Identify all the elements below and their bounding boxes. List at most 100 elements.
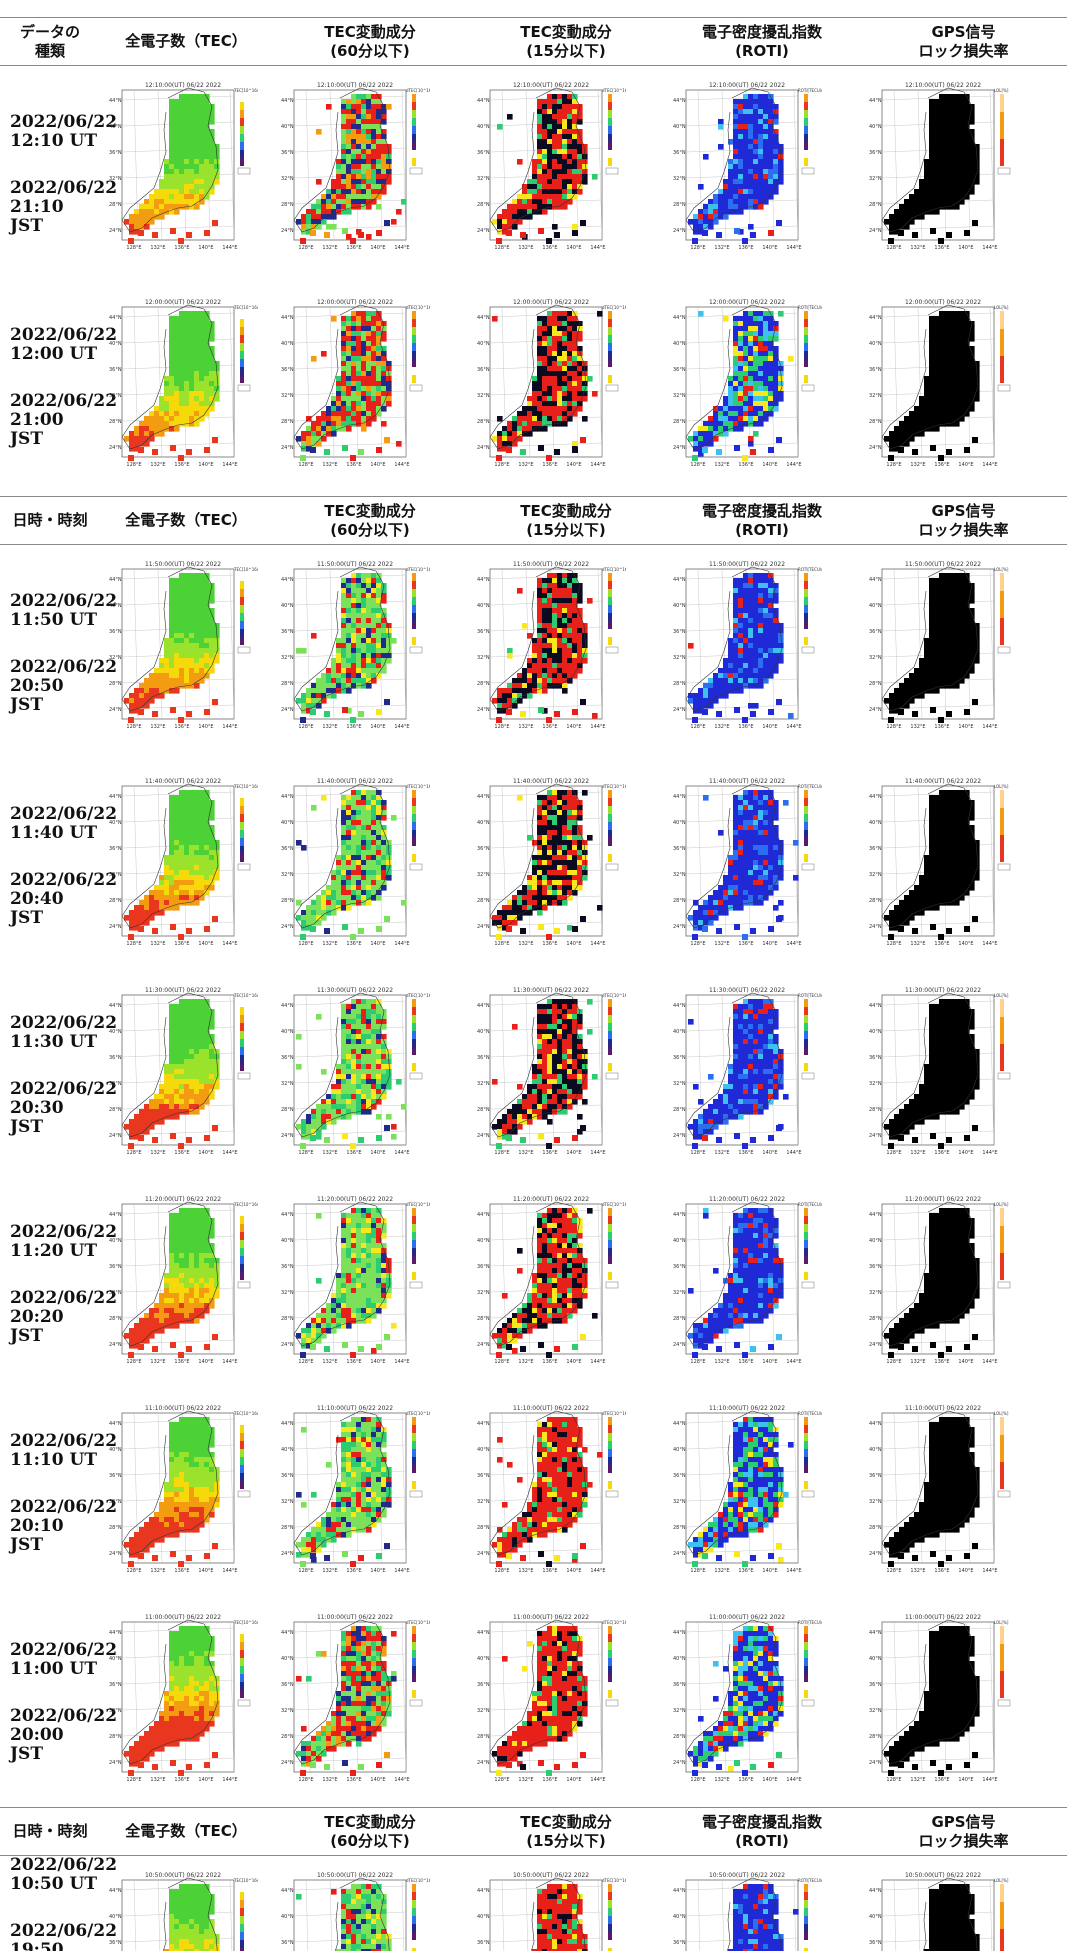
ut-date: 2022/06/22 — [10, 1856, 100, 1875]
lon-tick: 128°E — [690, 1568, 705, 1574]
map-timestamp: 11:10:00(UT) 06/22 2022 — [905, 1405, 981, 1412]
lat-tick: 24°N — [869, 1760, 882, 1766]
ut-date: 2022/06/22 — [10, 113, 100, 132]
lat-tick: 28°N — [281, 1316, 294, 1322]
header-type: 日時・時刻 — [0, 511, 100, 530]
lon-tick: 136°E — [346, 462, 361, 468]
lon-tick: 136°E — [934, 941, 949, 947]
lon-tick: 128°E — [690, 941, 705, 947]
lat-tick: 36°N — [869, 1682, 882, 1688]
lat-tick: 28°N — [477, 419, 490, 425]
lon-tick: 136°E — [542, 462, 557, 468]
lat-tick: 36°N — [673, 150, 686, 156]
lol-map: 10:50:00(UT) 06/22 202244°N40°N36°N32°N2… — [868, 1870, 1018, 1951]
lat-tick: 40°N — [477, 1447, 490, 1453]
lol-map: 11:00:00(UT) 06/22 202244°N40°N36°N32°N2… — [868, 1612, 1018, 1784]
lat-tick: 36°N — [109, 629, 122, 635]
dtec60-map: 11:10:00(UT) 06/22 202244°N40°N36°N32°N2… — [280, 1403, 430, 1575]
dtec15-map: 11:20:00(UT) 06/22 202244°N40°N36°N32°N2… — [476, 1194, 626, 1366]
lon-tick: 128°E — [126, 1568, 141, 1574]
map-timestamp: 12:00:00(UT) 06/22 2022 — [709, 299, 785, 306]
ut-time: 11:10 UT — [10, 1451, 100, 1470]
lat-tick: 40°N — [477, 341, 490, 347]
lon-tick: 132°E — [910, 245, 925, 251]
map-timestamp: 11:20:00(UT) 06/22 2022 — [905, 1196, 981, 1203]
lat-tick: 24°N — [673, 228, 686, 234]
lat-tick: 36°N — [673, 1264, 686, 1270]
lon-tick: 128°E — [494, 245, 509, 251]
lol-map: 11:20:00(UT) 06/22 202244°N40°N36°N32°N2… — [868, 1194, 1018, 1366]
map-cell: 10:50:00(UT) 06/22 202244°N40°N36°N32°N2… — [860, 1856, 1067, 1951]
colorbar-label: LOL[%] — [994, 993, 1009, 998]
lat-tick: 24°N — [281, 1133, 294, 1139]
lon-tick: 136°E — [934, 1568, 949, 1574]
lat-tick: 36°N — [673, 1473, 686, 1479]
lon-tick: 136°E — [174, 1359, 189, 1365]
lat-tick: 28°N — [109, 898, 122, 904]
lon-tick: 140°E — [370, 724, 385, 730]
spacer — [10, 630, 100, 658]
header-roti: 電子密度擾乱指数 (ROTI) — [664, 1813, 860, 1851]
lat-tick: 32°N — [281, 393, 294, 399]
lon-tick: 144°E — [590, 462, 605, 468]
jst-time: 20:30 JST — [10, 1099, 100, 1137]
map-timestamp: 11:20:00(UT) 06/22 2022 — [317, 1196, 393, 1203]
lon-tick: 136°E — [346, 1359, 361, 1365]
lat-tick: 44°N — [477, 1212, 490, 1218]
lon-tick: 132°E — [150, 1568, 165, 1574]
lon-tick: 128°E — [126, 245, 141, 251]
lon-tick: 144°E — [222, 462, 237, 468]
lat-tick: 32°N — [477, 655, 490, 661]
lol-map: 11:40:00(UT) 06/22 202244°N40°N36°N32°N2… — [868, 776, 1018, 948]
lon-tick: 132°E — [322, 1359, 337, 1365]
lat-tick: 36°N — [281, 150, 294, 156]
lat-tick: 40°N — [281, 1029, 294, 1035]
lat-tick: 24°N — [477, 445, 490, 451]
dtec60-map: 11:50:00(UT) 06/22 202244°N40°N36°N32°N2… — [280, 559, 430, 731]
roti-map: 11:00:00(UT) 06/22 202244°N40°N36°N32°N2… — [672, 1612, 822, 1784]
map-timestamp: 12:00:00(UT) 06/22 2022 — [905, 299, 981, 306]
lon-tick: 128°E — [126, 1359, 141, 1365]
lat-tick: 44°N — [477, 1888, 490, 1894]
spacer — [10, 1470, 100, 1498]
roti-map: 10:50:00(UT) 06/22 202244°N40°N36°N32°N2… — [672, 1870, 822, 1951]
colorbar-label: dTEC[10^16m^-2] — [602, 88, 626, 93]
lat-tick: 44°N — [109, 1630, 122, 1636]
header-dtec15: TEC変動成分 (15分以下) — [468, 1813, 664, 1851]
lon-tick: 132°E — [714, 462, 729, 468]
lat-tick: 36°N — [281, 1940, 294, 1946]
lat-tick: 36°N — [869, 1940, 882, 1946]
colorbar-label: ROTI[TECU/min] — [798, 1411, 822, 1416]
map-timestamp: 11:50:00(UT) 06/22 2022 — [513, 561, 589, 568]
lol-map: 11:30:00(UT) 06/22 202244°N40°N36°N32°N2… — [868, 985, 1018, 1157]
lon-tick: 140°E — [370, 1568, 385, 1574]
colorbar-label: TEC[10^16m^-2] — [233, 1202, 258, 1207]
lat-tick: 40°N — [477, 1656, 490, 1662]
lon-tick: 128°E — [886, 1150, 901, 1156]
lat-tick: 36°N — [281, 1473, 294, 1479]
lon-tick: 140°E — [566, 1150, 581, 1156]
lat-tick: 44°N — [109, 794, 122, 800]
dtec15-map: 11:00:00(UT) 06/22 202244°N40°N36°N32°N2… — [476, 1612, 626, 1784]
tec-map: 11:40:00(UT) 06/22 202244°N40°N36°N32°N2… — [108, 776, 258, 948]
lat-tick: 44°N — [477, 315, 490, 321]
lat-tick: 28°N — [477, 1734, 490, 1740]
lat-tick: 32°N — [109, 872, 122, 878]
lon-tick: 128°E — [298, 1150, 313, 1156]
header-type: 日時・時刻 — [0, 1822, 100, 1841]
lat-tick: 36°N — [477, 150, 490, 156]
ut-date: 2022/06/22 — [10, 326, 100, 345]
lat-tick: 40°N — [477, 1914, 490, 1920]
lon-tick: 136°E — [346, 1150, 361, 1156]
lat-tick: 44°N — [281, 1003, 294, 1009]
spacer — [10, 1052, 100, 1080]
lon-tick: 132°E — [322, 245, 337, 251]
lat-tick: 24°N — [281, 228, 294, 234]
